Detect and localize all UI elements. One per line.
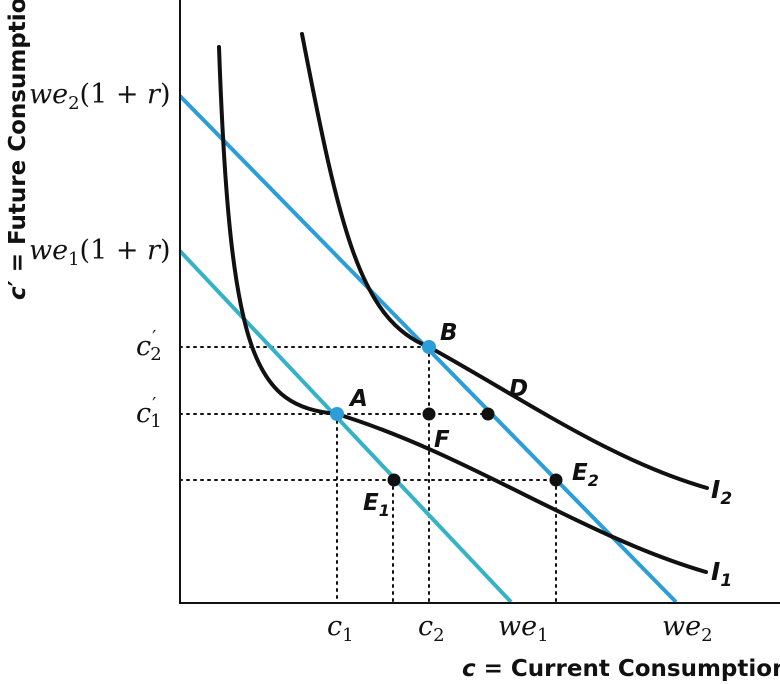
x-tick-labels: c1 c2 we1 we2 — [327, 611, 713, 646]
point-f-dot — [422, 407, 436, 421]
axes — [179, 0, 780, 604]
point-b-dot — [422, 340, 436, 354]
point-d-dot — [481, 407, 495, 421]
y-label-c1p: c′ 1 — [136, 394, 162, 432]
label-i1: I1 — [711, 557, 732, 591]
guide-lines — [179, 346, 557, 603]
label-e1: E1 — [363, 490, 390, 520]
label-b: B — [440, 320, 458, 346]
x-label-we2: we2 — [662, 611, 713, 646]
x-label-c2: c2 — [418, 611, 445, 646]
indifference-curve-i2 — [300, 32, 709, 490]
point-labels: A B D F E1 E2 I1 I2 — [348, 320, 732, 591]
x-label-c1: c1 — [327, 611, 354, 646]
y-tick-labels: we2(1 + r) we1(1 + r) c′ 2 c′ 1 — [29, 79, 171, 432]
y-axis-title: c′ = Future Consumption — [5, 0, 31, 300]
label-d: D — [509, 376, 528, 402]
budget-line-low — [178, 249, 513, 604]
y-label-we2-1r: we2(1 + r) — [29, 79, 171, 114]
label-e2: E2 — [572, 460, 599, 490]
indifference-curve-i1 — [217, 45, 708, 574]
x-label-we1: we1 — [498, 611, 549, 646]
label-i2: I2 — [711, 475, 732, 509]
y-label-c2p: c′ 2 — [136, 327, 162, 365]
points — [330, 340, 563, 487]
label-a: A — [348, 386, 368, 412]
point-e1-dot — [387, 473, 401, 487]
x-axis-title: c = Current Consumption — [462, 656, 780, 682]
label-f: F — [434, 427, 450, 453]
y-label-we1-1r: we1(1 + r) — [29, 235, 171, 270]
point-e2-dot — [549, 473, 563, 487]
point-a-dot — [330, 407, 344, 421]
